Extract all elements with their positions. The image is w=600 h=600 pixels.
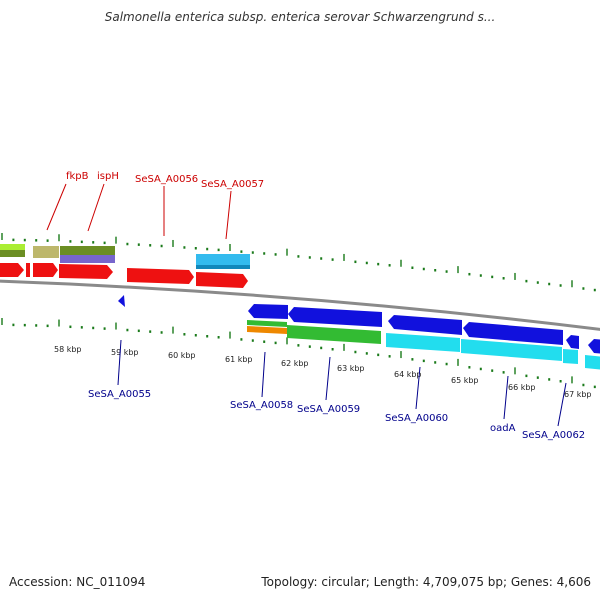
leader-line [415, 366, 421, 410]
gene-arrow-blue-2[interactable] [288, 307, 382, 327]
leader-line [225, 190, 232, 240]
leader-line [46, 183, 67, 231]
gene-label-SeSA_A0059[interactable]: SeSA_A0059 [297, 404, 360, 415]
gene-arrow-blue-5[interactable] [566, 335, 579, 349]
gene-bar-cyan-2[interactable] [461, 339, 562, 361]
gene-arrow-blue-small[interactable] [118, 295, 125, 307]
scale-label: 63 kbp [337, 364, 365, 373]
scale-label: 59 kbp [111, 348, 139, 357]
gene-bar-green-thin[interactable] [247, 320, 287, 327]
gene-bar-orange[interactable] [247, 326, 287, 334]
gene-arrow-red-2[interactable] [26, 263, 30, 277]
top-tick-track [1, 233, 596, 292]
scale-label: 65 kbp [451, 376, 479, 385]
gene-arrow-blue-4[interactable] [463, 322, 563, 345]
gene-arrow-blue-3[interactable] [388, 315, 462, 335]
reverse-strand-features [118, 295, 600, 370]
gene-bar-purple[interactable] [60, 255, 115, 263]
gene-arrow-blue-6[interactable] [588, 339, 600, 354]
gene-bar-olive-left[interactable] [0, 250, 25, 257]
scale-label: 60 kbp [168, 351, 196, 360]
gene-arrow-red-3[interactable] [33, 263, 58, 277]
gene-arrow-red-1[interactable] [0, 263, 24, 277]
genome-backbone [0, 279, 600, 331]
scale-label: 66 kbp [508, 383, 536, 392]
bottom-tick-track [1, 318, 596, 389]
gene-label-SeSA_A0060[interactable]: SeSA_A0060 [385, 413, 448, 424]
leader-line [261, 351, 266, 398]
gene-bar-cyan-3[interactable] [563, 349, 578, 364]
gene-arrow-red-5[interactable] [127, 268, 194, 284]
scale-labels: 58 kbp 59 kbp 60 kbp 61 kbp 62 kbp 63 kb… [54, 345, 592, 399]
gene-arrow-red-4[interactable] [59, 264, 113, 279]
gene-bar-cyan-4[interactable] [585, 355, 600, 370]
gene-label-SeSA_A0058[interactable]: SeSA_A0058 [230, 400, 293, 411]
accession-label: Accession: NC_011094 [9, 575, 146, 589]
scale-label: 64 kbp [394, 370, 422, 379]
leader-line [117, 339, 122, 386]
gene-bar-green[interactable] [287, 325, 381, 344]
leader-line [503, 375, 509, 420]
gene-bar-olive[interactable] [60, 246, 115, 255]
gene-label-oadA[interactable]: oadA [490, 423, 516, 434]
map-title: Salmonella enterica subsp. enterica sero… [104, 10, 496, 24]
scale-label: 62 kbp [281, 359, 309, 368]
gene-bar-khaki[interactable] [33, 246, 59, 258]
gene-arrow-red-6[interactable] [196, 272, 248, 288]
gene-bar-lime[interactable] [0, 244, 25, 250]
top-gene-labels: fkpB ispH SeSA_A0056 SeSA_A0057 [46, 171, 264, 240]
gene-bar-cyan-1[interactable] [386, 333, 460, 352]
gene-bar-sky-base[interactable] [196, 265, 250, 269]
gene-label-ispH[interactable]: ispH [97, 171, 119, 182]
gene-bar-sky[interactable] [196, 254, 250, 265]
gene-label-SeSA_A0057[interactable]: SeSA_A0057 [201, 179, 264, 190]
scale-label: 61 kbp [225, 355, 253, 364]
bottom-gene-labels: SeSA_A0055 SeSA_A0058 SeSA_A0059 SeSA_A0… [88, 339, 585, 441]
genome-stats-label: Topology: circular; Length: 4,709,075 bp… [261, 575, 591, 589]
gene-label-SeSA_A0055[interactable]: SeSA_A0055 [88, 389, 151, 400]
gene-label-SeSA_A0062[interactable]: SeSA_A0062 [522, 430, 585, 441]
gene-arrow-blue-1[interactable] [248, 304, 288, 319]
scale-label: 67 kbp [564, 390, 592, 399]
gene-label-SeSA_A0056[interactable]: SeSA_A0056 [135, 174, 198, 185]
gene-label-fkpB[interactable]: fkpB [66, 171, 89, 182]
scale-label: 58 kbp [54, 345, 82, 354]
leader-line [87, 183, 105, 232]
forward-strand-features [0, 244, 250, 288]
leader-line [325, 356, 331, 401]
leader-line [557, 382, 567, 427]
